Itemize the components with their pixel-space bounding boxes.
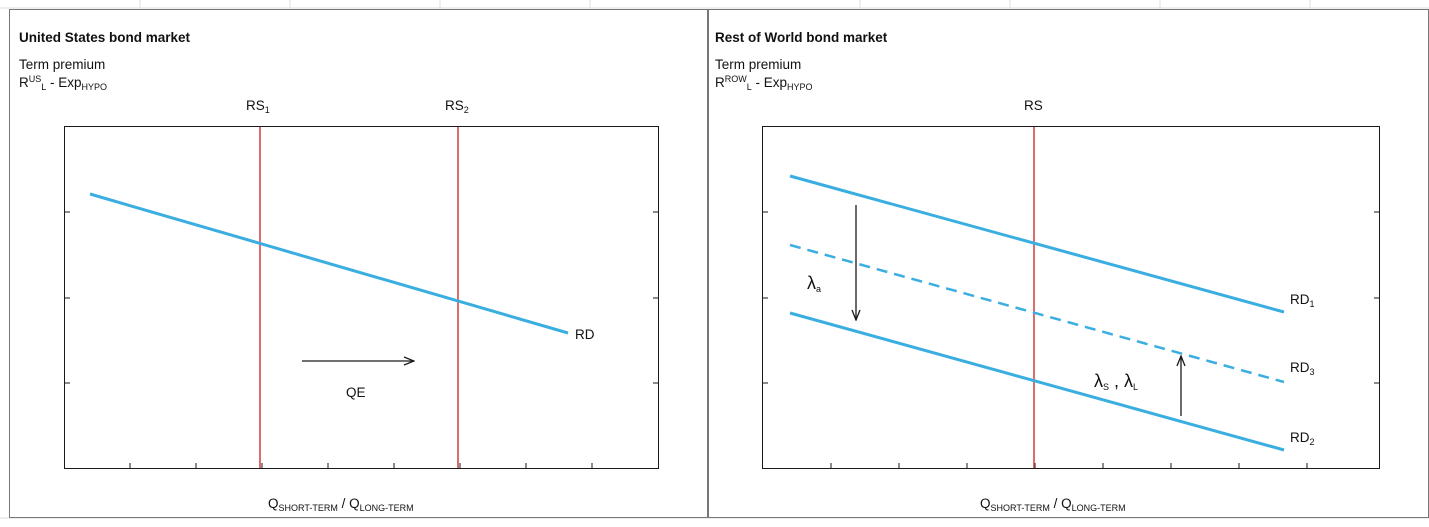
right-label-lambda-s-l: λS , λL xyxy=(1094,371,1138,392)
left-label-rd: RD xyxy=(575,327,595,342)
right-plot-frame xyxy=(762,126,1380,469)
left-label-qe: QE xyxy=(346,385,366,400)
left-panel-border xyxy=(9,9,708,518)
right-demand-curve-rd3 xyxy=(789,243,1285,384)
left-x-axis-label: QSHORT-TERM / QLONG-TERM xyxy=(268,496,414,513)
left-plot-frame xyxy=(64,126,659,469)
left-y-axis-label-line1: Term premium xyxy=(19,57,105,72)
left-label-rs1: RS1 xyxy=(246,98,270,115)
right-panel-title: Rest of World bond market xyxy=(715,30,888,45)
right-label-rd2: RD2 xyxy=(1290,430,1315,447)
left-y-axis-label-line2: RUSL - ExpHYPO xyxy=(19,74,107,92)
right-demand-curve-rd2 xyxy=(789,311,1285,452)
left-label-rs2: RS2 xyxy=(445,98,469,115)
right-panel-border xyxy=(708,9,1429,518)
right-label-lambda-a: λa xyxy=(807,273,821,294)
right-x-axis-label: QSHORT-TERM / QLONG-TERM xyxy=(980,496,1126,513)
right-y-axis-label-line2: RROWL - ExpHYPO xyxy=(715,74,813,92)
right-label-rd1: RD1 xyxy=(1290,292,1315,309)
right-y-axis-label-line1: Term premium xyxy=(715,57,801,72)
left-demand-curve-rd xyxy=(89,192,569,335)
right-label-rd3: RD3 xyxy=(1290,360,1315,377)
right-demand-curve-rd1 xyxy=(789,174,1285,314)
right-label-rs: RS xyxy=(1024,98,1043,113)
left-panel-title: United States bond market xyxy=(19,30,191,45)
